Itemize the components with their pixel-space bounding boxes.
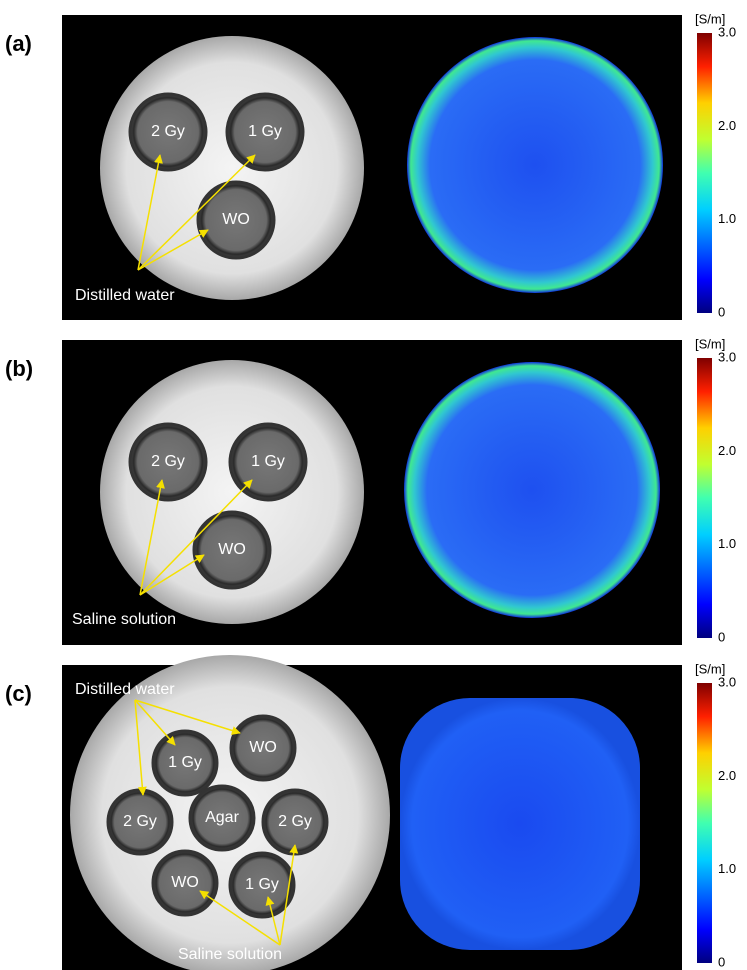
colorbar-tick-label: 0 xyxy=(718,629,725,644)
conductivity-map xyxy=(400,698,640,950)
tube-label: WO xyxy=(222,211,250,228)
colorbar-tick-label: 2.0 xyxy=(718,443,736,458)
tube-label: 1 Gy xyxy=(248,123,282,140)
annotation: Saline solution xyxy=(178,946,282,963)
panel-label: (c) xyxy=(5,681,32,706)
colorbar-tick-label: 3.0 xyxy=(718,24,736,39)
colorbar xyxy=(697,683,712,963)
colorbar-tick-label: 2.0 xyxy=(718,768,736,783)
annotation: Saline solution xyxy=(72,611,176,628)
tube-label: 2 Gy xyxy=(123,813,157,830)
tube-label: WO xyxy=(171,874,199,891)
colorbar-tick-label: 3.0 xyxy=(718,674,736,689)
annotation: Distilled water xyxy=(75,287,175,304)
tube-label: 1 Gy xyxy=(245,876,279,893)
conductivity-map xyxy=(404,362,660,618)
conductivity-map xyxy=(407,37,663,293)
colorbar-tick-label: 2.0 xyxy=(718,118,736,133)
colorbar-tick-label: 1.0 xyxy=(718,536,736,551)
tube-label: 1 Gy xyxy=(168,754,202,771)
tube-label: 1 Gy xyxy=(251,453,285,470)
colorbar-tick-label: 1.0 xyxy=(718,211,736,226)
panel-label: (a) xyxy=(5,31,32,56)
tube-label: Agar xyxy=(205,809,239,826)
tube-label: 2 Gy xyxy=(278,813,312,830)
colorbar-tick-label: 0 xyxy=(718,954,725,969)
colorbar-tick-label: 0 xyxy=(718,304,725,319)
tube-label: 2 Gy xyxy=(151,453,185,470)
tube-label: WO xyxy=(249,739,277,756)
panel-label: (b) xyxy=(5,356,33,381)
figure: (a)2 Gy1 GyWODistilled water[S/m]3.02.01… xyxy=(0,0,747,970)
colorbar xyxy=(697,358,712,638)
tube-label: 2 Gy xyxy=(151,123,185,140)
colorbar-tick-label: 3.0 xyxy=(718,349,736,364)
tube-label: WO xyxy=(218,541,246,558)
colorbar-tick-label: 1.0 xyxy=(718,861,736,876)
colorbar xyxy=(697,33,712,313)
annotation: Distilled water xyxy=(75,681,175,698)
